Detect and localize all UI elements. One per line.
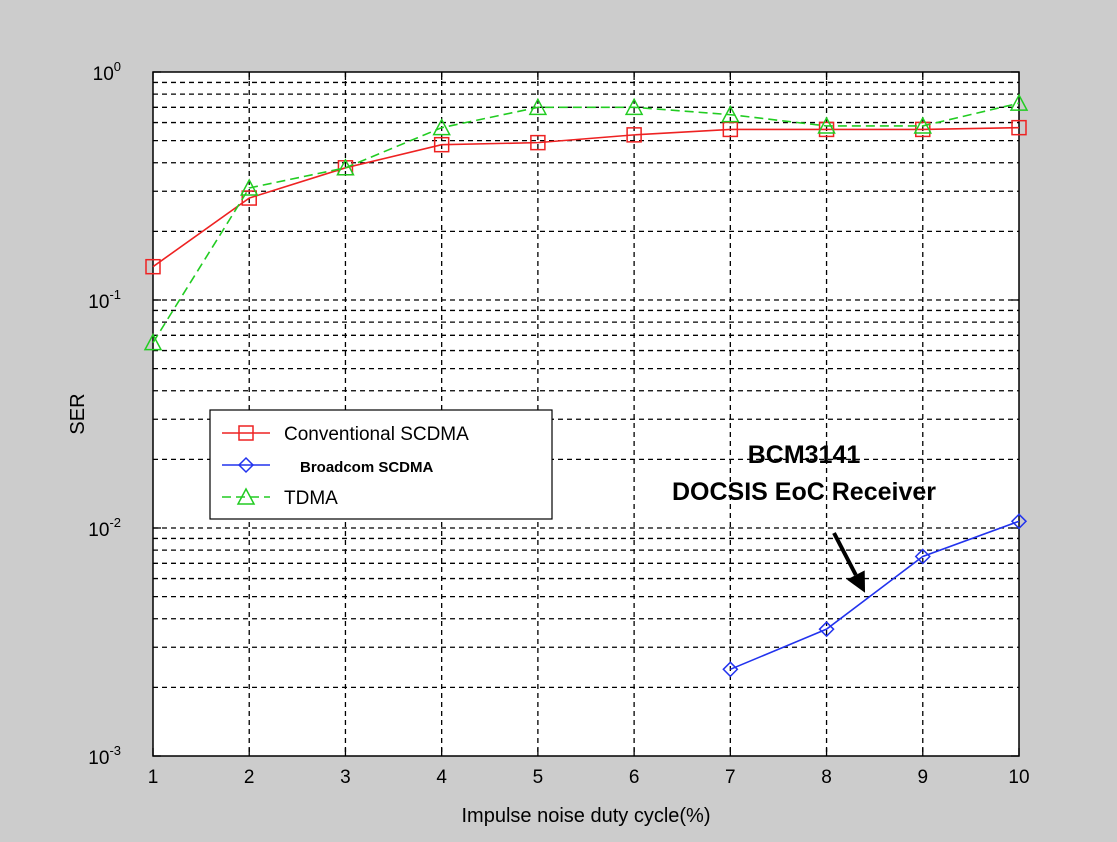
series-1 — [145, 119, 1027, 275]
data-point — [143, 333, 163, 351]
x-tick-label: 10 — [1008, 767, 1029, 788]
legend-label: Conventional SCDMA — [284, 424, 469, 445]
series-line-3 — [152, 102, 1020, 344]
x-tick-label: 2 — [244, 767, 255, 788]
data-point — [530, 134, 546, 151]
annotation-line-1: BCM3141 — [748, 441, 861, 469]
data-point — [818, 121, 835, 138]
legend-marker — [237, 456, 255, 474]
legend-entry-1: Conventional SCDMA — [222, 424, 469, 445]
data-point — [913, 116, 933, 134]
data-point — [915, 121, 931, 138]
series-3 — [143, 93, 1029, 351]
series-layer — [143, 93, 1029, 678]
legend-entry-3: TDMA — [222, 487, 338, 509]
legend-entry-2: Broadcom SCDMA — [222, 456, 434, 476]
data-point — [817, 116, 836, 134]
x-tick-label: 5 — [533, 767, 544, 788]
y-axis-label: SER — [67, 393, 89, 434]
plot-frame — [152, 71, 1020, 757]
data-point — [145, 258, 161, 275]
annotation-line-2: DOCSIS EoC Receiver — [672, 478, 936, 506]
x-tick-label: 6 — [629, 767, 640, 788]
data-point — [239, 178, 259, 196]
data-point — [626, 127, 642, 143]
arrow-head — [846, 570, 866, 593]
x-tick-label: 7 — [725, 767, 736, 788]
annotation: BCM3141 DOCSIS EoC Receiver — [672, 441, 936, 593]
data-point — [432, 118, 451, 136]
arrow-shaft — [832, 532, 858, 576]
data-point — [818, 621, 835, 638]
legend-marker — [236, 487, 256, 505]
data-point — [722, 121, 739, 138]
data-point — [1010, 513, 1028, 530]
x-tick-label: 4 — [436, 767, 447, 788]
series-line-1 — [152, 126, 1020, 268]
x-tick-label: 9 — [917, 767, 928, 788]
data-point — [528, 97, 548, 116]
grid — [153, 72, 1019, 756]
x-tick-label: 8 — [821, 767, 832, 788]
x-tick-label: 3 — [340, 767, 351, 788]
legend-label: TDMA — [284, 488, 338, 509]
annotation-arrow — [832, 532, 866, 593]
data-point — [914, 548, 931, 565]
legend-marker — [238, 425, 254, 441]
series-line-2 — [730, 520, 1020, 671]
data-point — [1009, 93, 1029, 111]
legend: Conventional SCDMA Broadcom SCDMA TDMA — [209, 409, 553, 520]
series-2 — [722, 513, 1028, 678]
data-point — [1011, 119, 1027, 136]
legend-label: Broadcom SCDMA — [300, 459, 434, 476]
data-point — [722, 661, 739, 678]
x-axis-label: Impulse noise duty cycle(%) — [462, 805, 711, 827]
data-point — [624, 97, 644, 116]
data-point — [433, 136, 450, 153]
data-point — [721, 105, 740, 123]
data-point — [336, 158, 355, 176]
x-tick-label: 1 — [148, 767, 159, 788]
y-tick-label: 10-1 — [88, 287, 121, 313]
